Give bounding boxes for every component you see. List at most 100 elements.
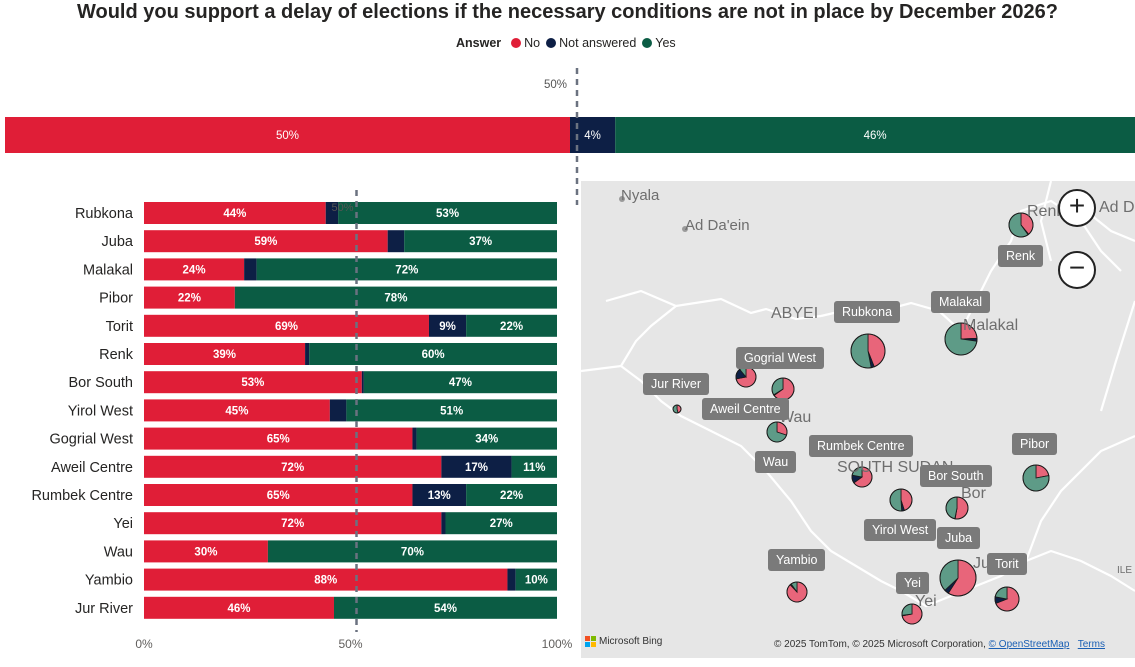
bar-segment[interactable] <box>305 343 310 365</box>
data-label: 53% <box>436 208 459 220</box>
bar-segment[interactable] <box>515 568 557 591</box>
bar-segment[interactable] <box>144 540 268 563</box>
bar-segment[interactable] <box>404 230 557 253</box>
map[interactable]: Nyala Ad Da'ein Ad D ABYEI Malakal Renk … <box>581 181 1135 658</box>
terms-link[interactable]: Terms <box>1077 639 1105 650</box>
data-label: 27% <box>490 518 513 530</box>
bar-segment[interactable] <box>329 399 347 422</box>
pie-outline <box>1008 212 1034 238</box>
x-tick-label: 100% <box>542 637 573 651</box>
bar-segment[interactable] <box>144 371 362 394</box>
bar-segment[interactable] <box>244 258 257 281</box>
bar-segment[interactable] <box>441 455 512 478</box>
bar-segment[interactable] <box>144 202 326 224</box>
microsoft-logo-icon <box>585 636 596 647</box>
bar-segment[interactable] <box>387 230 405 253</box>
bar-segment[interactable] <box>144 286 235 309</box>
pie-slice-rubkona[interactable] <box>850 333 872 369</box>
legend-label-yes: Yes <box>655 36 676 50</box>
pie-slice-yirol-west[interactable] <box>889 488 903 512</box>
zoom-out-button[interactable]: − <box>1058 251 1096 289</box>
map-label-torit[interactable]: Torit <box>987 553 1027 575</box>
map-border <box>620 305 677 367</box>
map-label-aweil-centre[interactable]: Aweil Centre <box>702 398 789 420</box>
bar-segment[interactable] <box>333 596 557 619</box>
bar-segment[interactable] <box>144 484 413 506</box>
bar-segment[interactable] <box>144 427 413 450</box>
bar-segment[interactable] <box>144 399 330 422</box>
bar-segment[interactable] <box>466 314 557 337</box>
pie-slice-bor-south[interactable] <box>945 496 958 520</box>
legend-label-no: No <box>524 36 541 50</box>
bar-segment[interactable] <box>441 512 446 535</box>
data-label: 30% <box>194 546 217 558</box>
bar-segment[interactable] <box>144 258 245 281</box>
bar-segment[interactable] <box>144 568 508 591</box>
bar-segment[interactable] <box>361 371 364 394</box>
place-ad-daein: Ad Da'ein <box>685 217 750 234</box>
map-label-yei[interactable]: Yei <box>896 572 929 594</box>
map-canvas <box>581 181 1135 625</box>
map-border <box>1085 210 1135 243</box>
bar-segment[interactable] <box>346 399 557 422</box>
openstreetmap-link[interactable]: © OpenStreetMap <box>988 639 1070 650</box>
pie-outline <box>944 322 978 356</box>
bar-segment[interactable] <box>412 427 417 450</box>
map-label-pibor[interactable]: Pibor <box>1012 433 1058 455</box>
pie-outline <box>901 603 923 625</box>
bar-segment[interactable] <box>144 455 442 478</box>
overall-segment-0[interactable] <box>5 117 570 153</box>
bar-segment[interactable] <box>507 568 516 591</box>
map-label-bor-south[interactable]: Bor South <box>920 465 992 487</box>
bar-segment[interactable] <box>445 512 557 535</box>
bar-segment[interactable] <box>309 343 557 365</box>
map-label-wau[interactable]: Wau <box>755 451 797 473</box>
legend-title: Answer <box>456 36 502 50</box>
map-label-yambio[interactable]: Yambio <box>768 549 826 571</box>
bar-segment[interactable] <box>144 512 442 535</box>
category-label: Renk <box>99 347 134 363</box>
legend-item-yes[interactable]: Yes <box>642 36 676 50</box>
legend: Answer No Not answered Yes <box>456 36 682 50</box>
map-label-jur-river[interactable]: Jur River <box>643 373 710 395</box>
bar-segment[interactable] <box>144 596 334 619</box>
legend-label-not-answered: Not answered <box>559 36 637 50</box>
map-label-rumbek-centre[interactable]: Rumbek Centre <box>809 435 913 457</box>
bar-segment[interactable] <box>338 202 557 224</box>
legend-item-not-answered[interactable]: Not answered <box>546 36 636 50</box>
legend-item-no[interactable]: No <box>511 36 540 50</box>
bar-segment[interactable] <box>412 484 467 506</box>
bar-segment[interactable] <box>234 286 558 309</box>
map-label-juba[interactable]: Juba <box>937 527 981 549</box>
map-label-malakal[interactable]: Malakal <box>931 291 991 313</box>
overall-segment-2[interactable] <box>615 117 1135 153</box>
data-label: 54% <box>434 603 457 615</box>
bar-segment[interactable] <box>144 343 306 365</box>
data-label: 88% <box>314 575 337 587</box>
map-label-renk[interactable]: Renk <box>998 245 1044 267</box>
settlement-dot <box>682 226 688 232</box>
map-label-gogrial-west[interactable]: Gogrial West <box>736 347 825 369</box>
data-label: 39% <box>213 349 236 361</box>
data-label: 10% <box>525 575 548 587</box>
category-label: Pibor <box>99 291 133 307</box>
bar-segment[interactable] <box>144 314 429 337</box>
bar-segment[interactable] <box>325 202 339 224</box>
bar-segment[interactable] <box>144 230 388 253</box>
bar-segment[interactable] <box>267 540 557 563</box>
bar-segment[interactable] <box>428 314 467 337</box>
bar-segment[interactable] <box>363 371 557 394</box>
place-abyei: ABYEI <box>771 305 819 322</box>
map-label-rubkona[interactable]: Rubkona <box>834 301 901 323</box>
bar-segment[interactable] <box>466 484 557 506</box>
data-label: 22% <box>500 321 523 333</box>
bing-logo: Microsoft Bing <box>585 636 662 647</box>
data-label: 65% <box>267 490 290 502</box>
data-label: 51% <box>440 405 463 417</box>
bar-segment[interactable] <box>256 258 557 281</box>
data-label: 78% <box>384 293 407 305</box>
bar-segment[interactable] <box>511 455 557 478</box>
map-label-yirol-west[interactable]: Yirol West <box>864 519 937 541</box>
zoom-in-button[interactable]: + <box>1058 189 1096 227</box>
bar-segment[interactable] <box>416 427 557 450</box>
